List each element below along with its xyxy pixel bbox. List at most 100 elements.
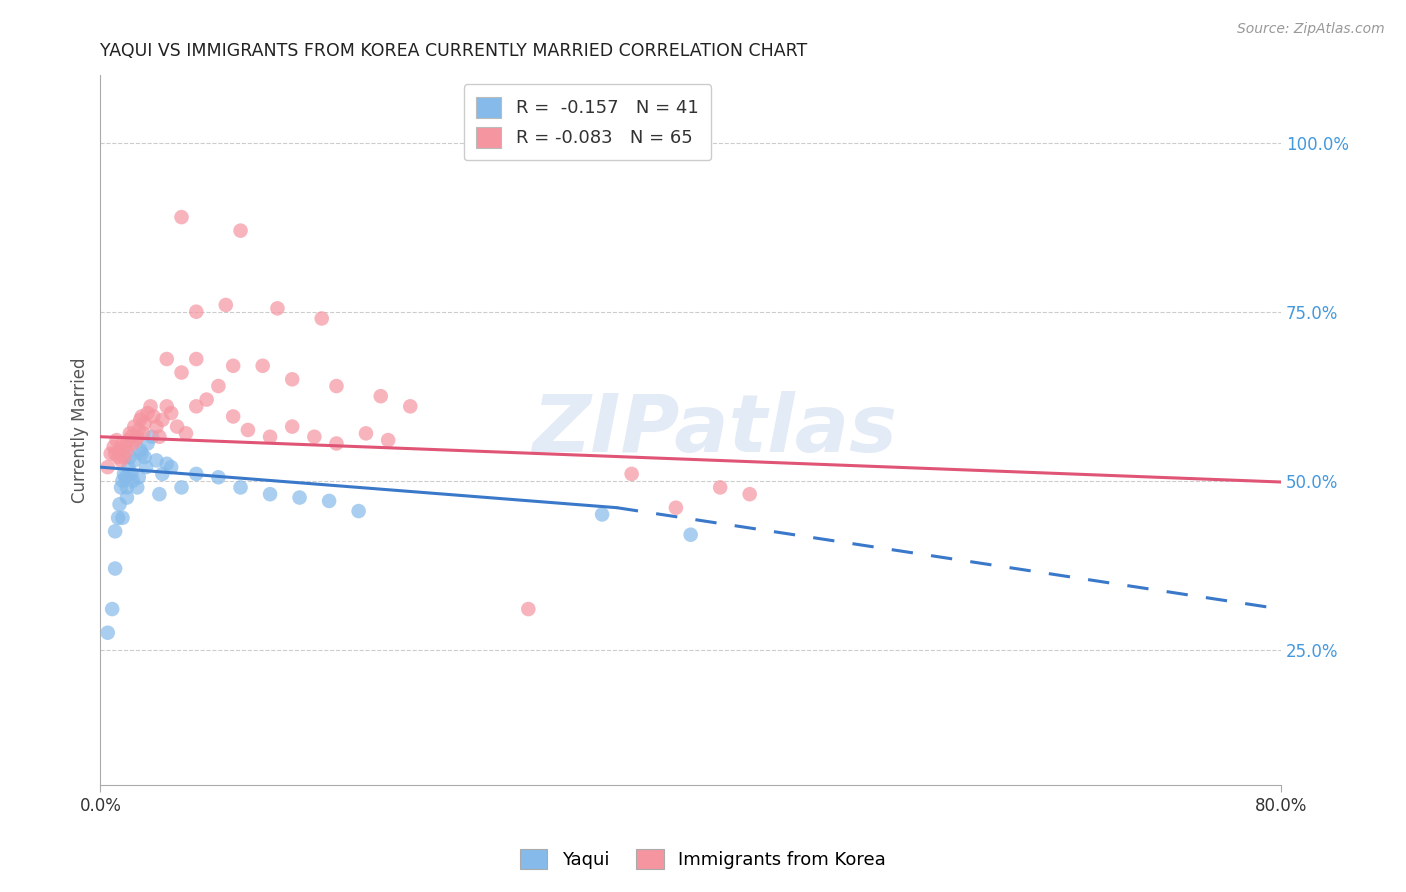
Point bbox=[207, 470, 229, 484]
Text: Source: ZipAtlas.com: Source: ZipAtlas.com bbox=[1237, 22, 1385, 37]
Point bbox=[156, 400, 179, 414]
Point bbox=[136, 406, 159, 420]
Point bbox=[112, 467, 135, 481]
Point bbox=[115, 491, 138, 505]
Point bbox=[129, 413, 152, 427]
Point bbox=[136, 436, 159, 450]
Point bbox=[110, 453, 132, 467]
Y-axis label: Currently Married: Currently Married bbox=[72, 357, 89, 503]
Point bbox=[142, 409, 165, 424]
Point bbox=[118, 450, 141, 464]
Point bbox=[709, 480, 731, 494]
Point bbox=[118, 426, 141, 441]
Point bbox=[148, 487, 170, 501]
Point bbox=[160, 460, 183, 475]
Text: ZIPatlas: ZIPatlas bbox=[531, 391, 897, 469]
Point bbox=[107, 511, 129, 525]
Text: YAQUI VS IMMIGRANTS FROM KOREA CURRENTLY MARRIED CORRELATION CHART: YAQUI VS IMMIGRANTS FROM KOREA CURRENTLY… bbox=[100, 42, 807, 60]
Point bbox=[124, 419, 146, 434]
Point bbox=[127, 480, 149, 494]
Point bbox=[104, 524, 127, 539]
Point bbox=[318, 494, 340, 508]
Point bbox=[121, 436, 143, 450]
Point bbox=[325, 436, 347, 450]
Point bbox=[145, 453, 167, 467]
Point bbox=[281, 419, 304, 434]
Point bbox=[259, 430, 281, 444]
Point bbox=[170, 366, 193, 380]
Point bbox=[150, 413, 173, 427]
Point bbox=[259, 487, 281, 501]
Point bbox=[120, 467, 142, 481]
Point bbox=[105, 433, 128, 447]
Point bbox=[186, 467, 208, 481]
Point bbox=[100, 447, 122, 461]
Point bbox=[135, 460, 157, 475]
Point bbox=[97, 460, 120, 475]
Point bbox=[207, 379, 229, 393]
Point bbox=[148, 430, 170, 444]
Point bbox=[134, 416, 156, 430]
Point bbox=[131, 409, 153, 424]
Point bbox=[107, 450, 129, 464]
Point bbox=[131, 447, 153, 461]
Point bbox=[139, 400, 162, 414]
Point bbox=[124, 453, 146, 467]
Point bbox=[120, 430, 142, 444]
Point bbox=[347, 504, 370, 518]
Point bbox=[111, 474, 134, 488]
Point bbox=[132, 426, 155, 441]
Point bbox=[186, 304, 208, 318]
Point bbox=[156, 351, 179, 366]
Point bbox=[150, 467, 173, 481]
Point bbox=[399, 400, 422, 414]
Legend: Yaqui, Immigrants from Korea: Yaqui, Immigrants from Korea bbox=[512, 839, 894, 879]
Point bbox=[195, 392, 218, 407]
Point bbox=[170, 480, 193, 494]
Point bbox=[128, 423, 150, 437]
Point bbox=[115, 480, 138, 494]
Point bbox=[665, 500, 688, 515]
Point bbox=[174, 426, 197, 441]
Point bbox=[170, 210, 193, 224]
Point bbox=[103, 440, 125, 454]
Point bbox=[304, 430, 326, 444]
Point bbox=[97, 625, 120, 640]
Point bbox=[156, 457, 179, 471]
Point bbox=[104, 447, 127, 461]
Point bbox=[186, 400, 208, 414]
Point bbox=[108, 443, 131, 458]
Point bbox=[222, 409, 245, 424]
Point bbox=[311, 311, 333, 326]
Point bbox=[117, 460, 139, 475]
Point bbox=[229, 480, 252, 494]
Point bbox=[252, 359, 274, 373]
Point bbox=[111, 436, 134, 450]
Point bbox=[288, 491, 311, 505]
Point bbox=[115, 443, 138, 458]
Point bbox=[129, 443, 152, 458]
Point bbox=[145, 419, 167, 434]
Point bbox=[281, 372, 304, 386]
Point bbox=[101, 602, 124, 616]
Point bbox=[110, 480, 132, 494]
Point bbox=[111, 511, 134, 525]
Point bbox=[112, 450, 135, 464]
Point bbox=[370, 389, 392, 403]
Point bbox=[117, 433, 139, 447]
Point bbox=[517, 602, 540, 616]
Point bbox=[354, 426, 377, 441]
Point bbox=[229, 224, 252, 238]
Point bbox=[166, 419, 188, 434]
Point bbox=[186, 351, 208, 366]
Point bbox=[377, 433, 399, 447]
Point bbox=[325, 379, 347, 393]
Point bbox=[266, 301, 288, 316]
Point bbox=[591, 508, 613, 522]
Point bbox=[114, 440, 136, 454]
Point bbox=[222, 359, 245, 373]
Point bbox=[114, 470, 136, 484]
Point bbox=[141, 430, 163, 444]
Point bbox=[134, 450, 156, 464]
Point bbox=[104, 561, 127, 575]
